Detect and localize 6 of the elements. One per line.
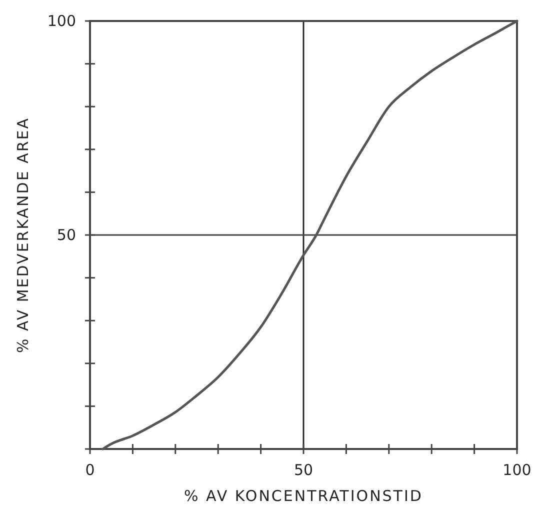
line-series [102, 20, 518, 450]
x-tick-label: 0 [85, 461, 95, 479]
x-tick-label: 50 [294, 461, 314, 479]
x-tick-label: 100 [502, 461, 532, 479]
y-axis-title: % AV MEDVERKANDE AREA [14, 117, 32, 353]
x-axis-title: % AV KONCENTRATIONSTID [184, 487, 423, 505]
